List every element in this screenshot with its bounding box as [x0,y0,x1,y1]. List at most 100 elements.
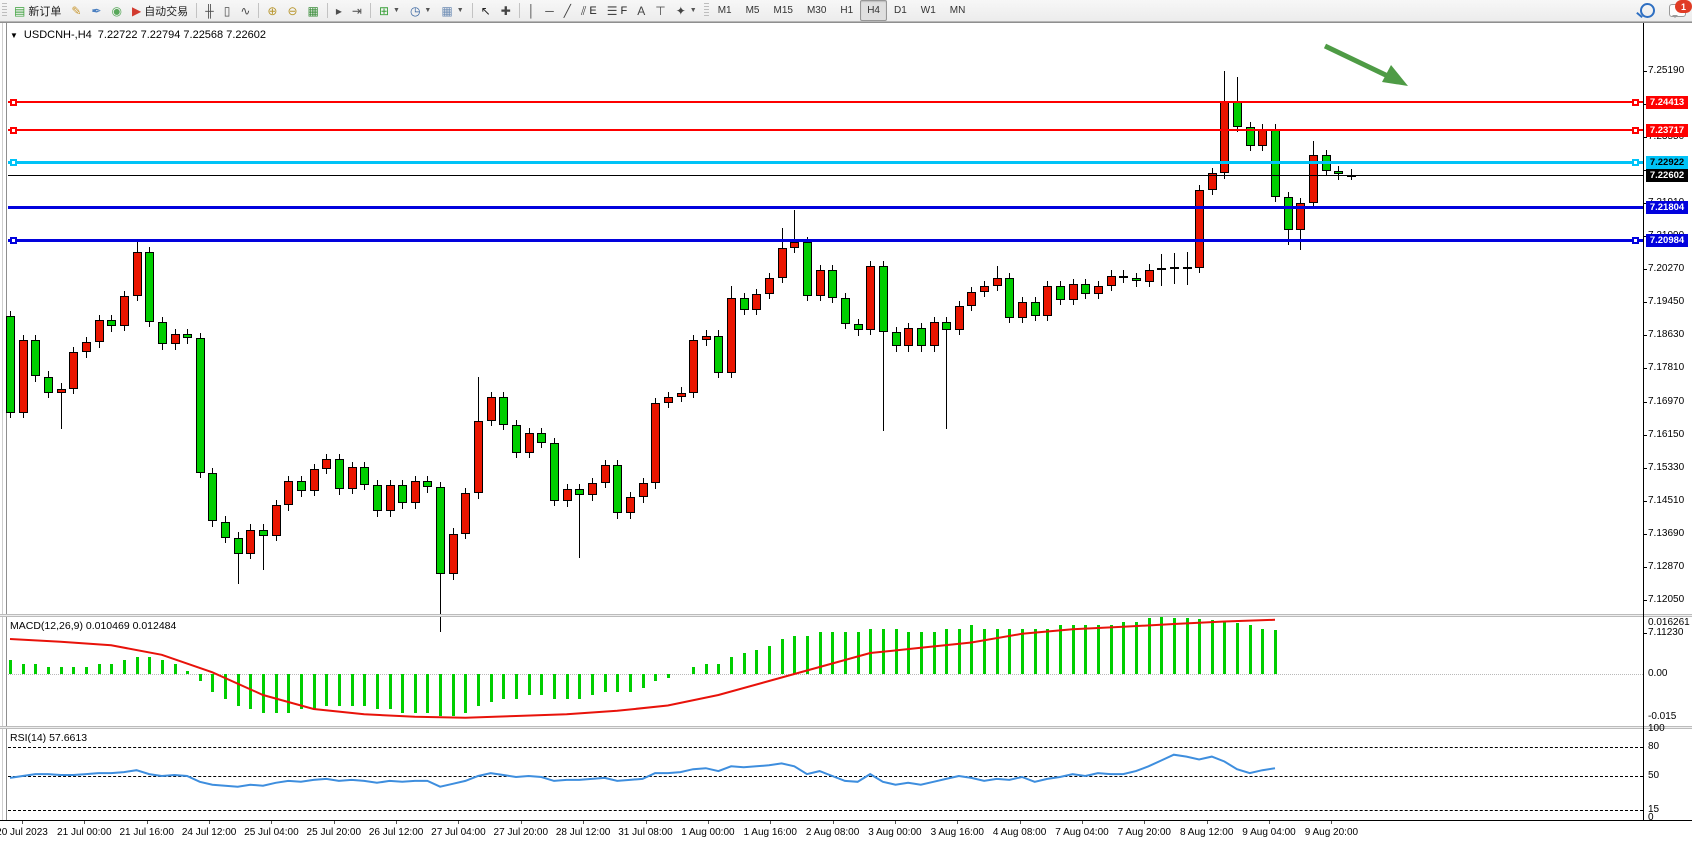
timeframe-mn-button[interactable]: MN [949,5,966,16]
candle-wick [263,524,264,570]
macd-histogram-bar [515,674,518,699]
signals-button-icon: ◉ [111,3,122,18]
symbol-menu-icon[interactable]: ▼ [10,30,18,40]
time-axis-label: 25 Jul 20:00 [306,827,362,838]
macd-histogram-bar [1198,618,1202,674]
macd-histogram-bar [464,674,468,713]
equidistant-channel-button[interactable]: ⫽ E [576,0,602,21]
fibonacci-button[interactable]: ☰ F [602,0,633,21]
new-order-button[interactable]: ▤ 新订单 [9,0,66,21]
candle [651,402,661,484]
candle [891,332,901,347]
timeframe-d1-button[interactable]: D1 [894,5,907,16]
price-tickmark [1643,368,1647,370]
text-label-button[interactable]: ⊤ [650,0,670,21]
pane-separator[interactable] [0,614,1692,617]
arrows-button[interactable]: ✦ ▼ [671,0,702,21]
candle [739,298,749,311]
price-tickmark [1643,467,1647,469]
chevron-down-icon[interactable]: ▼ [456,7,464,14]
macd-histogram-bar [540,674,544,695]
candle [1119,275,1129,278]
horizontal-line-object[interactable] [8,238,1643,242]
candle [1030,302,1040,317]
auto-scroll-button[interactable]: ▸ [331,0,347,21]
macd-histogram-bar [1147,618,1151,674]
trendline-button[interactable]: ╱ [559,0,576,21]
tile-windows-button-icon: ▦ [307,3,319,18]
horizontal-line-object[interactable] [8,205,1643,209]
vertical-line-button[interactable]: │ [523,0,541,21]
arrow-annotation[interactable] [0,23,1692,849]
candle [6,316,15,413]
chevron-down-icon[interactable]: ▼ [393,7,400,14]
timeframe-m1-button[interactable]: M1 [717,5,732,16]
signals-button[interactable]: ◉ [106,0,126,21]
zoom-out-button[interactable]: ⊖ [282,0,302,21]
line-handle[interactable] [1632,158,1639,166]
line-handle[interactable] [10,158,17,166]
macd-histogram-bar [502,674,506,699]
horizontal-line-object[interactable] [8,174,1643,176]
pane-separator[interactable] [0,726,1692,729]
chevron-down-icon[interactable]: ▼ [689,7,697,14]
macd-histogram-bar [603,674,607,692]
timeframe-m5-button[interactable]: M5 [745,5,760,16]
cursor-button[interactable]: ↖ [476,0,496,21]
line-handle[interactable] [1632,236,1639,244]
templates-button[interactable]: ▦ ▼ [436,0,468,21]
line-handle[interactable] [10,236,17,244]
macd-histogram-bar [628,674,632,692]
candlestick-chart-button[interactable]: ▯ [219,0,236,21]
timeframe-h4-button[interactable]: H4 [860,0,887,21]
autotrading-button[interactable]: ▶ 自动交易 [127,0,193,21]
timeframe-h1-button[interactable]: H1 [840,5,854,16]
rsi-axis-label: 80 [1648,741,1660,752]
toolbar-grip [2,3,7,18]
horizontal-line-object[interactable] [8,101,1643,104]
search-icon[interactable] [1640,3,1655,18]
candle [410,481,420,504]
candle [170,334,180,345]
timeframe-w1-button[interactable]: W1 [920,5,936,16]
macd-histogram-bar [780,639,784,674]
periods-button[interactable]: ◷ ▼ [405,0,436,21]
time-tickmark [396,821,398,824]
line-chart-button[interactable]: ∿ [235,0,255,21]
macd-histogram-bar [1261,628,1265,674]
price-tickmark [1643,104,1647,105]
line-handle[interactable] [10,126,17,134]
macd-histogram-bar [249,674,253,709]
chart-ohlc-values: 7.22722 7.22794 7.22568 7.22602 [97,29,266,41]
zoom-in-button[interactable]: ⊕ [262,0,282,21]
text-button[interactable]: A [632,0,650,21]
macd-histogram-bar [957,628,961,674]
macd-histogram-bar [160,660,164,674]
styles-button[interactable]: ✎ [66,0,86,21]
horizontal-line-object[interactable] [8,129,1643,132]
horizontal-line-button[interactable]: ─ [540,0,559,21]
candle [562,489,572,502]
timeframe-m30-button[interactable]: M30 [806,5,827,16]
templates-button-icon: ▦ [441,3,453,18]
indicators-button[interactable]: ⊞ ▼ [374,0,405,21]
horizontal-line-object[interactable] [8,160,1643,164]
bar-chart-button[interactable]: ╫ [200,0,219,21]
chevron-down-icon[interactable]: ▼ [424,7,432,14]
chat-icon[interactable]: 1 [1669,0,1692,18]
line-handle[interactable] [10,98,17,106]
crosshair-button[interactable]: ✚ [496,0,516,21]
line-handle[interactable] [1632,126,1639,134]
macd-histogram-bar [1210,619,1214,675]
candle [803,241,812,296]
timeframe-m15-button[interactable]: M15 [773,5,793,16]
chart-shift-button[interactable]: ⇥ [347,0,367,21]
macd-histogram-bar [224,674,228,699]
macd-histogram-bar [1008,628,1012,674]
publish-button[interactable]: ✒ [86,0,106,21]
tile-windows-button[interactable]: ▦ [303,0,324,21]
toolbar-separator [196,3,198,18]
new-order-button-icon: ▤ [14,3,26,18]
macd-histogram-bar [1033,628,1037,674]
line-handle[interactable] [1632,98,1639,106]
